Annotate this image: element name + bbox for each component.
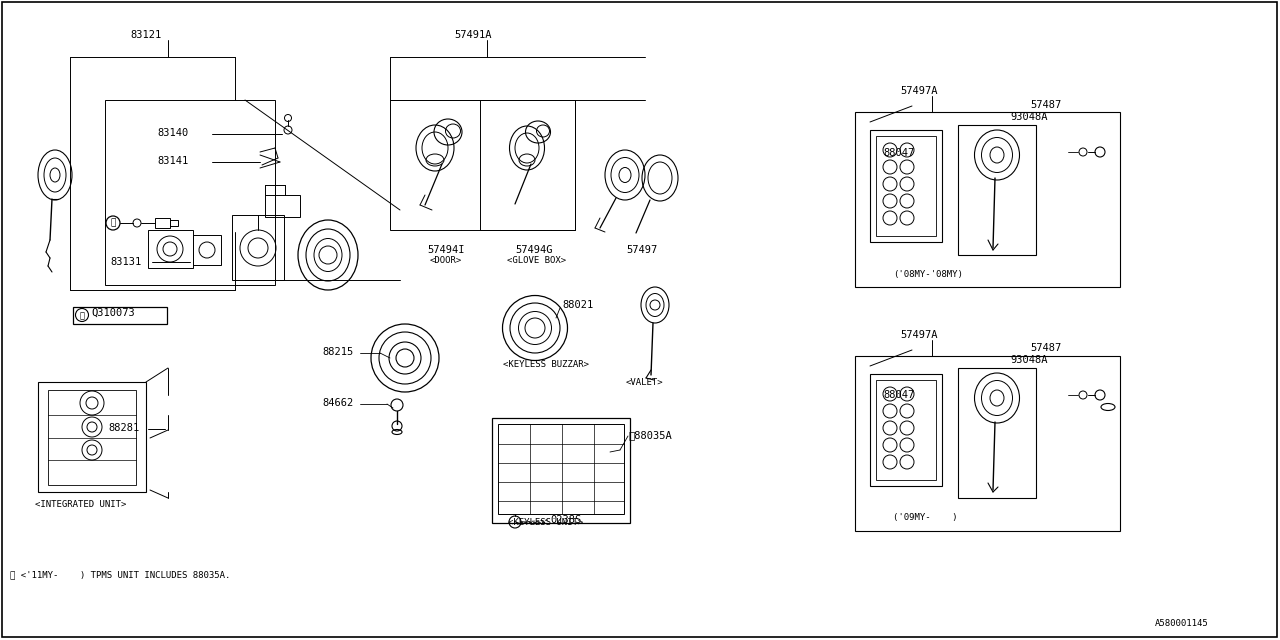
- Text: 83140: 83140: [157, 128, 188, 138]
- Text: ('09MY-    ): ('09MY- ): [893, 513, 957, 522]
- Bar: [855, 356, 1120, 531]
- Bar: [390, 100, 575, 230]
- Text: <INTEGRATED UNIT>: <INTEGRATED UNIT>: [35, 500, 127, 509]
- Bar: [49, 390, 136, 485]
- Text: <VALET>: <VALET>: [626, 378, 663, 387]
- Text: 88047: 88047: [883, 148, 914, 158]
- Bar: [876, 136, 936, 236]
- Bar: [232, 215, 284, 280]
- Bar: [148, 230, 193, 268]
- Text: <DOOR>: <DOOR>: [430, 256, 462, 265]
- Text: ①: ①: [81, 311, 84, 320]
- Text: 93048A: 93048A: [1010, 112, 1047, 122]
- Bar: [957, 125, 1036, 255]
- Text: 83131: 83131: [110, 257, 141, 267]
- Text: ('08MY-'08MY): ('08MY-'08MY): [893, 270, 963, 279]
- Bar: [498, 424, 625, 514]
- Bar: [155, 218, 170, 228]
- Text: Q310073: Q310073: [91, 308, 134, 318]
- Text: ※88035A: ※88035A: [628, 430, 672, 440]
- Text: 84662: 84662: [323, 398, 353, 408]
- Bar: [876, 380, 936, 480]
- Text: 57497A: 57497A: [900, 86, 937, 96]
- Bar: [265, 195, 300, 217]
- Text: ①: ①: [110, 218, 115, 227]
- Text: <GLOVE BOX>: <GLOVE BOX>: [507, 256, 566, 265]
- Text: A580001145: A580001145: [1155, 619, 1208, 628]
- Text: <KEYLESS UNIT>: <KEYLESS UNIT>: [508, 518, 584, 527]
- Text: 88021: 88021: [562, 300, 593, 310]
- Bar: [73, 307, 166, 324]
- Text: 57497A: 57497A: [900, 330, 937, 340]
- Text: 93048A: 93048A: [1010, 355, 1047, 365]
- Text: 57491A: 57491A: [454, 30, 492, 40]
- Bar: [170, 220, 178, 226]
- Text: 88047: 88047: [883, 390, 914, 400]
- Bar: [193, 235, 221, 265]
- Bar: [870, 374, 942, 486]
- Text: 83141: 83141: [157, 156, 188, 166]
- Bar: [105, 100, 275, 285]
- Text: 57494G: 57494G: [515, 245, 553, 255]
- Text: 57494I: 57494I: [428, 245, 465, 255]
- Text: 57487: 57487: [1030, 100, 1061, 110]
- Text: 57497: 57497: [626, 245, 657, 255]
- Bar: [870, 130, 942, 242]
- Bar: [957, 368, 1036, 498]
- Bar: [492, 418, 630, 523]
- Text: <KEYLESS BUZZAR>: <KEYLESS BUZZAR>: [503, 360, 589, 369]
- Text: 83121: 83121: [131, 30, 161, 40]
- Bar: [855, 112, 1120, 287]
- Text: 88281: 88281: [108, 423, 140, 433]
- Bar: [38, 382, 146, 492]
- Text: 57487: 57487: [1030, 343, 1061, 353]
- Text: 0238S: 0238S: [550, 515, 581, 525]
- Text: ※ <'11MY-    ) TPMS UNIT INCLUDES 88035A.: ※ <'11MY- ) TPMS UNIT INCLUDES 88035A.: [10, 570, 230, 579]
- Text: 88215: 88215: [323, 347, 353, 357]
- Bar: [480, 100, 575, 230]
